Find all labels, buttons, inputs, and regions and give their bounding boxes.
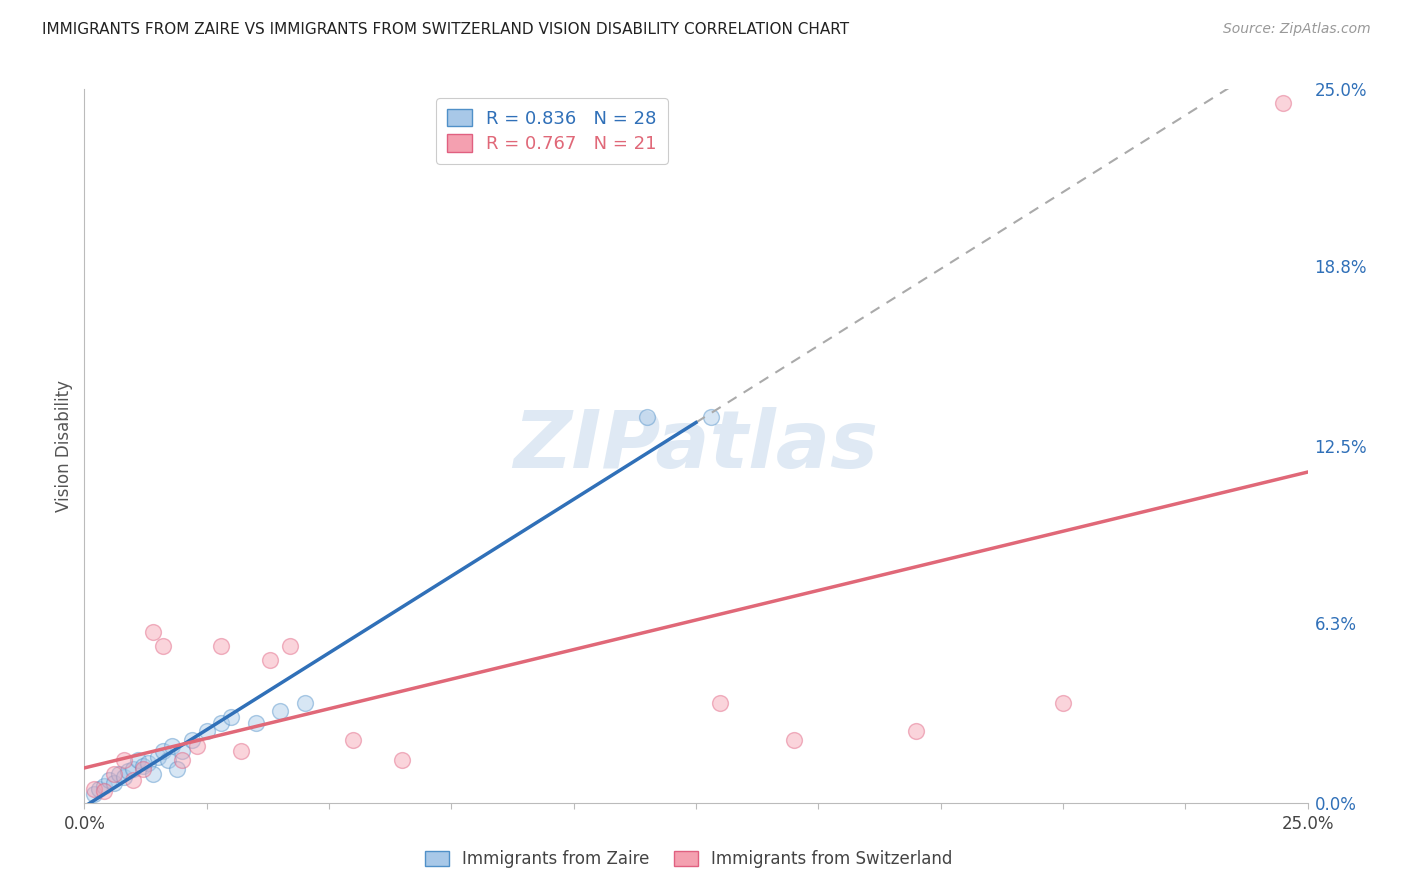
Point bbox=[259, 653, 281, 667]
Point bbox=[136, 756, 159, 770]
Point bbox=[132, 762, 155, 776]
Legend: Immigrants from Zaire, Immigrants from Switzerland: Immigrants from Zaire, Immigrants from S… bbox=[419, 844, 959, 875]
Text: ZIPatlas: ZIPatlas bbox=[513, 407, 879, 485]
Point bbox=[146, 750, 169, 764]
Point bbox=[83, 787, 105, 801]
Point bbox=[117, 764, 139, 779]
Point bbox=[342, 733, 364, 747]
Point bbox=[181, 733, 204, 747]
Point bbox=[166, 762, 188, 776]
Point bbox=[122, 772, 145, 787]
Point bbox=[391, 753, 413, 767]
Point bbox=[172, 744, 194, 758]
Point bbox=[112, 770, 135, 784]
Point bbox=[127, 753, 149, 767]
Point bbox=[107, 767, 129, 781]
Point bbox=[229, 744, 252, 758]
Point bbox=[152, 639, 174, 653]
Point bbox=[636, 410, 658, 425]
Point bbox=[142, 624, 165, 639]
Point bbox=[103, 767, 125, 781]
Point bbox=[142, 767, 165, 781]
Point bbox=[152, 744, 174, 758]
Point bbox=[278, 639, 301, 653]
Point bbox=[219, 710, 242, 724]
Point bbox=[172, 753, 194, 767]
Text: Source: ZipAtlas.com: Source: ZipAtlas.com bbox=[1223, 22, 1371, 37]
Point bbox=[83, 781, 105, 796]
Point bbox=[132, 758, 155, 772]
Point bbox=[112, 753, 135, 767]
Point bbox=[195, 724, 218, 739]
Text: IMMIGRANTS FROM ZAIRE VS IMMIGRANTS FROM SWITZERLAND VISION DISABILITY CORRELATI: IMMIGRANTS FROM ZAIRE VS IMMIGRANTS FROM… bbox=[42, 22, 849, 37]
Point bbox=[709, 696, 731, 710]
Point bbox=[186, 739, 208, 753]
Point bbox=[87, 781, 110, 796]
Point bbox=[1052, 696, 1074, 710]
Point bbox=[209, 715, 232, 730]
Point bbox=[162, 739, 184, 753]
Point bbox=[699, 410, 721, 425]
Point bbox=[93, 779, 115, 793]
Point bbox=[245, 715, 267, 730]
Y-axis label: Vision Disability: Vision Disability bbox=[55, 380, 73, 512]
Point bbox=[97, 772, 120, 787]
Point bbox=[1272, 96, 1295, 111]
Legend: R = 0.836   N = 28, R = 0.767   N = 21: R = 0.836 N = 28, R = 0.767 N = 21 bbox=[436, 98, 668, 164]
Point bbox=[269, 705, 291, 719]
Point bbox=[294, 696, 316, 710]
Point bbox=[103, 776, 125, 790]
Point bbox=[122, 762, 145, 776]
Point bbox=[209, 639, 232, 653]
Point bbox=[93, 784, 115, 798]
Point bbox=[905, 724, 928, 739]
Point bbox=[783, 733, 806, 747]
Point bbox=[156, 753, 179, 767]
